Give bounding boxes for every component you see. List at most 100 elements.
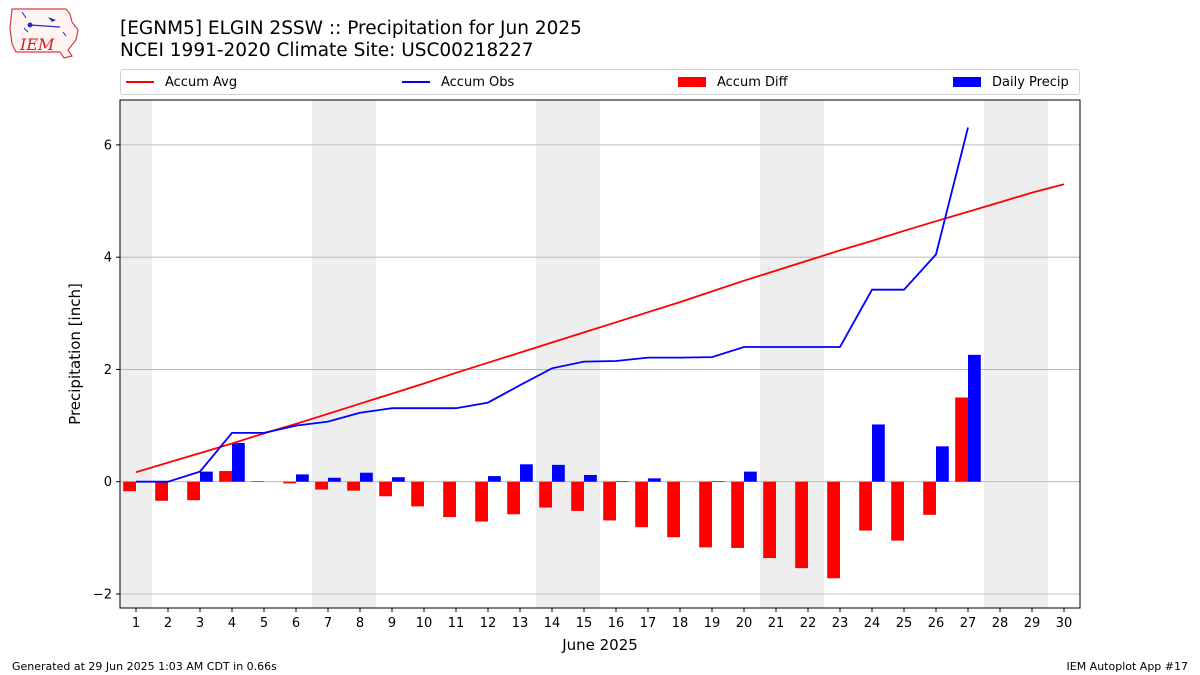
weekend-band: [984, 100, 1048, 608]
bar-daily-precip: [936, 446, 949, 482]
x-tick-label: 29: [1024, 616, 1041, 631]
x-tick-label: 18: [672, 616, 689, 631]
bar-accum-diff: [571, 481, 584, 511]
x-axis-label: June 2025: [561, 636, 638, 654]
bar-accum-diff: [443, 481, 456, 518]
bar-daily-precip: [584, 474, 597, 482]
bar-accum-diff: [187, 481, 200, 501]
x-tick-label: 7: [324, 616, 332, 631]
x-tick-label: 13: [512, 616, 529, 631]
x-tick-label: 17: [640, 616, 657, 631]
plot-frame: [119, 99, 1081, 609]
bar-accum-diff: [635, 481, 648, 528]
bar-daily-precip: [296, 474, 309, 482]
y-tick-label: 4: [104, 251, 112, 266]
bar-accum-diff: [859, 481, 872, 531]
legend-swatch-accum-diff: [678, 77, 706, 87]
bar-daily-precip: [520, 464, 533, 482]
bar-accum-diff: [699, 481, 712, 548]
x-tick-label: 1: [132, 616, 140, 631]
bar-accum-diff: [955, 397, 968, 482]
bar-accum-diff: [827, 481, 840, 579]
bar-daily-precip: [968, 354, 981, 482]
bar-daily-precip: [648, 478, 661, 482]
bar-daily-precip: [200, 471, 213, 482]
x-tick-label: 19: [704, 616, 721, 631]
x-tick-label: 11: [448, 616, 465, 631]
y-tick-label: 2: [104, 363, 112, 378]
legend-swatch-daily-precip: [953, 77, 981, 87]
bar-accum-diff: [315, 481, 328, 490]
y-tick-label: 0: [104, 475, 112, 490]
x-tick-label: 14: [544, 616, 561, 631]
weekend-band: [536, 100, 600, 608]
bar-accum-diff: [923, 481, 936, 515]
legend-label-accum-obs: Accum Obs: [441, 74, 515, 90]
x-tick-label: 28: [992, 616, 1009, 631]
x-tick-label: 26: [928, 616, 945, 631]
legend-label-daily-precip: Daily Precip: [992, 74, 1069, 90]
grid-lines: [120, 144, 1080, 595]
bars: [123, 354, 981, 579]
bar-accum-diff: [603, 481, 616, 521]
x-tick-label: 15: [576, 616, 593, 631]
x-tick-label: 6: [292, 616, 300, 631]
bar-accum-diff: [795, 481, 808, 569]
legend-item-accum-diff: Accum Diff: [678, 70, 788, 94]
y-tick-label: 6: [104, 138, 112, 153]
bar-daily-precip: [712, 481, 725, 482]
weekend-band: [312, 100, 376, 608]
lines: [135, 127, 1065, 483]
x-tick-label: 24: [864, 616, 881, 631]
legend-item-accum-obs: Accum Obs: [402, 70, 514, 94]
bar-accum-diff: [891, 481, 904, 541]
bar-daily-precip: [360, 472, 373, 482]
legend-swatch-accum-obs: [402, 81, 430, 83]
bar-accum-diff: [251, 481, 264, 482]
weekend-band: [120, 100, 152, 608]
bar-daily-precip: [232, 442, 245, 482]
chart-legend: Accum Avg Accum Obs Accum Diff Daily Pre…: [120, 69, 1080, 95]
bar-daily-precip: [744, 471, 757, 482]
weekend-shading: [120, 100, 1048, 608]
chart-subtitle: NCEI 1991-2020 Climate Site: USC00218227: [120, 40, 534, 61]
x-tick-label: 8: [356, 616, 364, 631]
x-tick-label: 16: [608, 616, 625, 631]
legend-swatch-accum-avg: [126, 81, 154, 83]
bar-accum-diff: [123, 481, 136, 492]
bar-accum-diff: [411, 481, 424, 507]
chart-title: [EGNM5] ELGIN 2SSW :: Precipitation for …: [120, 18, 582, 39]
bar-daily-precip: [328, 477, 341, 482]
legend-label-accum-avg: Accum Avg: [165, 74, 238, 90]
footer-app: IEM Autoplot App #17: [1066, 660, 1189, 673]
x-tick-label: 20: [736, 616, 753, 631]
bar-accum-diff: [379, 481, 392, 497]
y-tick-label: −2: [93, 587, 112, 602]
x-tick-label: 12: [480, 616, 497, 631]
bar-accum-diff: [667, 481, 680, 538]
bar-accum-diff: [731, 481, 744, 548]
bar-daily-precip: [872, 424, 885, 482]
footer-generated: Generated at 29 Jun 2025 1:03 AM CDT in …: [12, 660, 277, 673]
x-tick-label: 9: [388, 616, 396, 631]
iem-logo: IEM: [8, 6, 82, 60]
bar-accum-diff: [219, 471, 232, 482]
bar-accum-diff: [475, 481, 488, 522]
bar-accum-diff: [283, 481, 296, 484]
x-tick-label: 21: [768, 616, 785, 631]
bar-accum-diff: [347, 481, 360, 491]
legend-label-accum-diff: Accum Diff: [717, 74, 788, 90]
x-tick-label: 10: [416, 616, 433, 631]
x-tick-label: 27: [960, 616, 977, 631]
x-tick-label: 30: [1056, 616, 1073, 631]
x-tick-label: 25: [896, 616, 913, 631]
line-accum-obs: [136, 127, 969, 483]
line-accum-avg: [135, 183, 1065, 474]
bar-daily-precip: [392, 477, 405, 482]
x-tick-label: 22: [800, 616, 817, 631]
bar-accum-diff: [763, 481, 776, 559]
iem-logo-text: IEM: [19, 35, 55, 54]
bar-daily-precip: [552, 464, 565, 482]
